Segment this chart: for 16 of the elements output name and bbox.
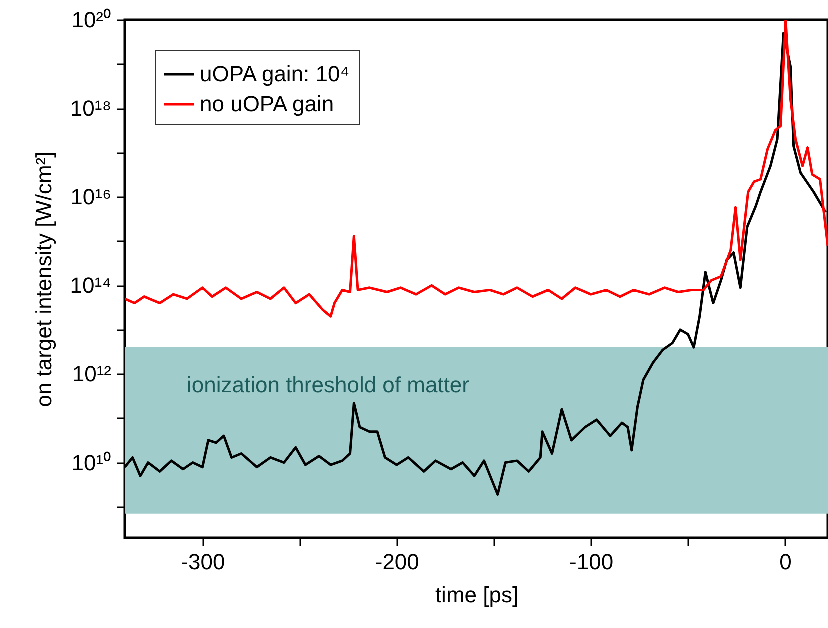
- x-tick-label: -100: [570, 550, 614, 574]
- legend-label: no uOPA gain: [200, 92, 334, 116]
- x-axis-title: time [ps]: [435, 582, 519, 608]
- band-label: ionization threshold of matter: [187, 372, 470, 398]
- y-tick-label: 10¹⁸: [70, 96, 112, 122]
- y-tick-label: 10¹²: [72, 362, 112, 387]
- y-axis-title: on target intensity [W/cm²]: [31, 152, 56, 408]
- x-tick-label: -200: [375, 550, 420, 574]
- x-tick-label: -300: [181, 550, 226, 574]
- y-tick-label: 10¹⁴: [70, 273, 112, 298]
- legend-label: uOPA gain: 10⁴: [200, 62, 350, 86]
- y-tick-label: 10¹⁰: [72, 450, 112, 476]
- line-series: [125, 20, 828, 318]
- x-tick-label: 0: [780, 550, 792, 574]
- y-tick-label: 10¹⁶: [70, 184, 112, 210]
- y-tick-label: 10²⁰: [72, 8, 112, 32]
